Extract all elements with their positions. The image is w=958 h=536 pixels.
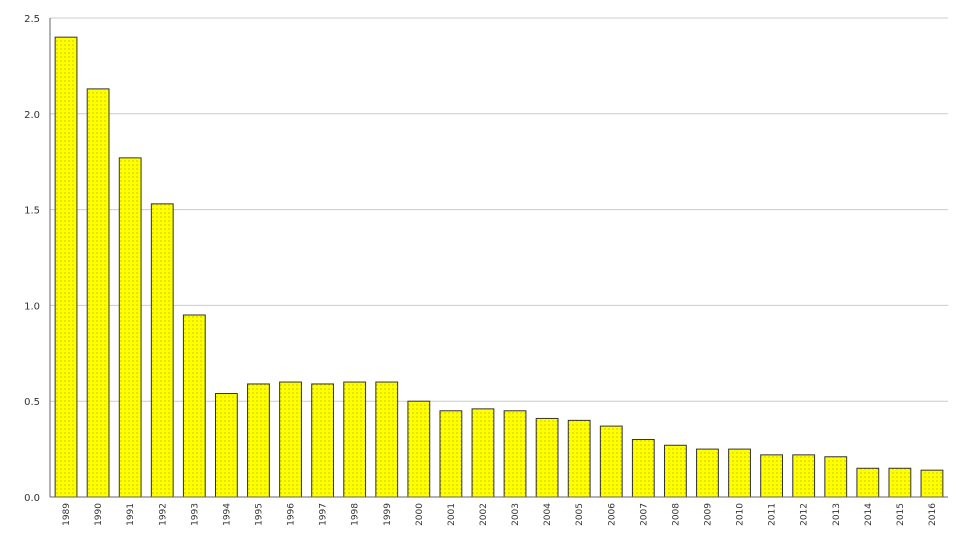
- bar-1996: [279, 381, 302, 498]
- bar-2005: [567, 419, 591, 498]
- x-axis-labels: 1989 1990 1991 1992 1993 1994 1995 1996 1997 1998…: [62, 503, 938, 526]
- x-tick-label: 2006: [607, 503, 617, 526]
- bar-1997: [311, 383, 335, 498]
- bar-2011: [760, 454, 784, 498]
- bars: [54, 36, 944, 498]
- x-tick-label: 2009: [703, 503, 713, 526]
- bar-2002: [471, 408, 495, 498]
- x-tick-label: 1990: [94, 503, 104, 526]
- x-tick-label: 2015: [896, 503, 906, 526]
- x-tick-label: 2002: [479, 503, 489, 526]
- x-tick-label: 1999: [383, 503, 393, 526]
- x-tick-label: 1993: [190, 503, 200, 526]
- x-tick-label: 2013: [832, 503, 842, 526]
- x-tick-label: 1994: [222, 503, 232, 526]
- bar-1993: [182, 314, 206, 498]
- x-tick-label: 2010: [736, 503, 746, 526]
- bar-2015: [888, 467, 912, 498]
- bar-2010: [728, 448, 751, 498]
- y-tick-label: 0.0: [24, 493, 40, 504]
- x-tick-label: 2001: [447, 503, 457, 526]
- x-tick-label: 2008: [671, 503, 681, 526]
- x-tick-label: 1991: [126, 503, 136, 526]
- x-tick-label: 2004: [543, 503, 553, 526]
- bar-2003: [503, 410, 527, 498]
- x-tick-label: 1992: [158, 503, 168, 526]
- x-tick-label: 2005: [575, 503, 585, 526]
- x-tick-label: 1997: [319, 503, 329, 526]
- bar-1992: [150, 203, 174, 498]
- bar-2001: [439, 410, 463, 498]
- bar-2008: [663, 444, 687, 498]
- bar-1994: [214, 393, 238, 498]
- x-tick-label: 1998: [351, 503, 361, 526]
- x-tick-label: 1995: [254, 503, 264, 526]
- y-axis-ticks: 0.0 0.5 1.0 1.5 2.0 2.5: [24, 14, 40, 504]
- bar-1991: [118, 157, 142, 498]
- x-tick-label: 2014: [864, 503, 874, 526]
- bar-2000: [407, 400, 431, 498]
- bar-2007: [631, 439, 655, 498]
- x-tick-label: 1989: [62, 503, 72, 526]
- x-tick-label: 2012: [800, 503, 810, 526]
- bar-2009: [696, 448, 719, 498]
- bar-1989: [54, 36, 78, 498]
- bar-1990: [86, 88, 110, 498]
- y-tick-label: 1.0: [24, 301, 40, 312]
- y-tick-label: 1.5: [24, 206, 40, 217]
- bar-2012: [792, 454, 816, 498]
- bar-2013: [824, 456, 848, 498]
- y-tick-label: 2.0: [24, 110, 40, 121]
- bar-1998: [343, 381, 367, 498]
- bar-2014: [856, 467, 880, 498]
- x-tick-label: 2000: [415, 503, 425, 526]
- y-tick-label: 0.5: [24, 397, 40, 408]
- bar-2004: [535, 417, 559, 498]
- x-tick-label: 2003: [511, 503, 521, 526]
- x-tick-label: 2011: [768, 503, 778, 526]
- bar-1999: [375, 381, 399, 498]
- axes: [49, 18, 948, 498]
- bar-1995: [247, 383, 270, 498]
- bar-2016: [920, 469, 944, 498]
- bar-2006: [599, 425, 623, 498]
- y-tick-label: 2.5: [24, 14, 40, 25]
- x-tick-label: 2016: [928, 503, 938, 526]
- x-tick-label: 1996: [287, 503, 297, 526]
- x-tick-label: 2007: [639, 503, 649, 526]
